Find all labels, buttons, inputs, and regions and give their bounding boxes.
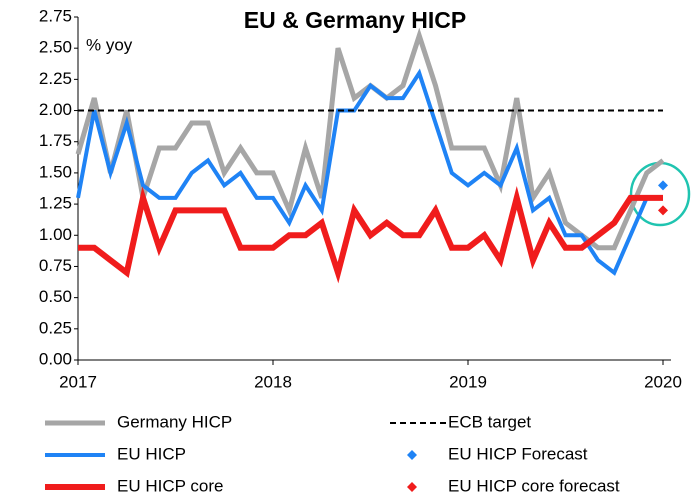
legend-marker — [407, 450, 417, 460]
legend-label: EU HICP — [117, 444, 186, 463]
unit-annotation: % yoy — [86, 35, 133, 54]
y-tick-label: 0.50 — [39, 287, 72, 306]
forecast-marker — [658, 205, 668, 216]
series-line — [76, 68, 649, 276]
legend-label: Germany HICP — [117, 412, 232, 431]
y-tick-label: 1.00 — [39, 225, 72, 244]
legend-marker — [407, 482, 417, 492]
legend-label: EU HICP Forecast — [448, 444, 588, 463]
series-line — [75, 27, 665, 251]
y-tick-label: 2.25 — [39, 69, 72, 88]
y-tick-label: 2.50 — [39, 38, 72, 57]
x-tick-label: 2018 — [254, 372, 292, 391]
y-tick-label: 0.25 — [39, 318, 72, 337]
legend-label: ECB target — [448, 412, 531, 431]
y-tick-label: 2.00 — [39, 100, 72, 119]
x-tick-label: 2019 — [449, 372, 487, 391]
forecast-marker — [658, 180, 668, 191]
y-tick-label: 0.75 — [39, 256, 72, 275]
legend-label: EU HICP core — [117, 476, 223, 495]
y-tick-label: 1.75 — [39, 131, 72, 150]
y-tick-label: 0.00 — [39, 349, 72, 368]
x-tick-label: 2017 — [59, 372, 97, 391]
legend-label: EU HICP core forecast — [448, 476, 620, 495]
y-tick-label: 1.25 — [39, 194, 72, 213]
y-tick-label: 1.50 — [39, 162, 72, 181]
series-line — [78, 185, 663, 284]
chart-title: EU & Germany HICP — [244, 7, 466, 33]
x-tick-label: 2020 — [644, 372, 682, 391]
y-tick-label: 2.75 — [39, 6, 72, 25]
